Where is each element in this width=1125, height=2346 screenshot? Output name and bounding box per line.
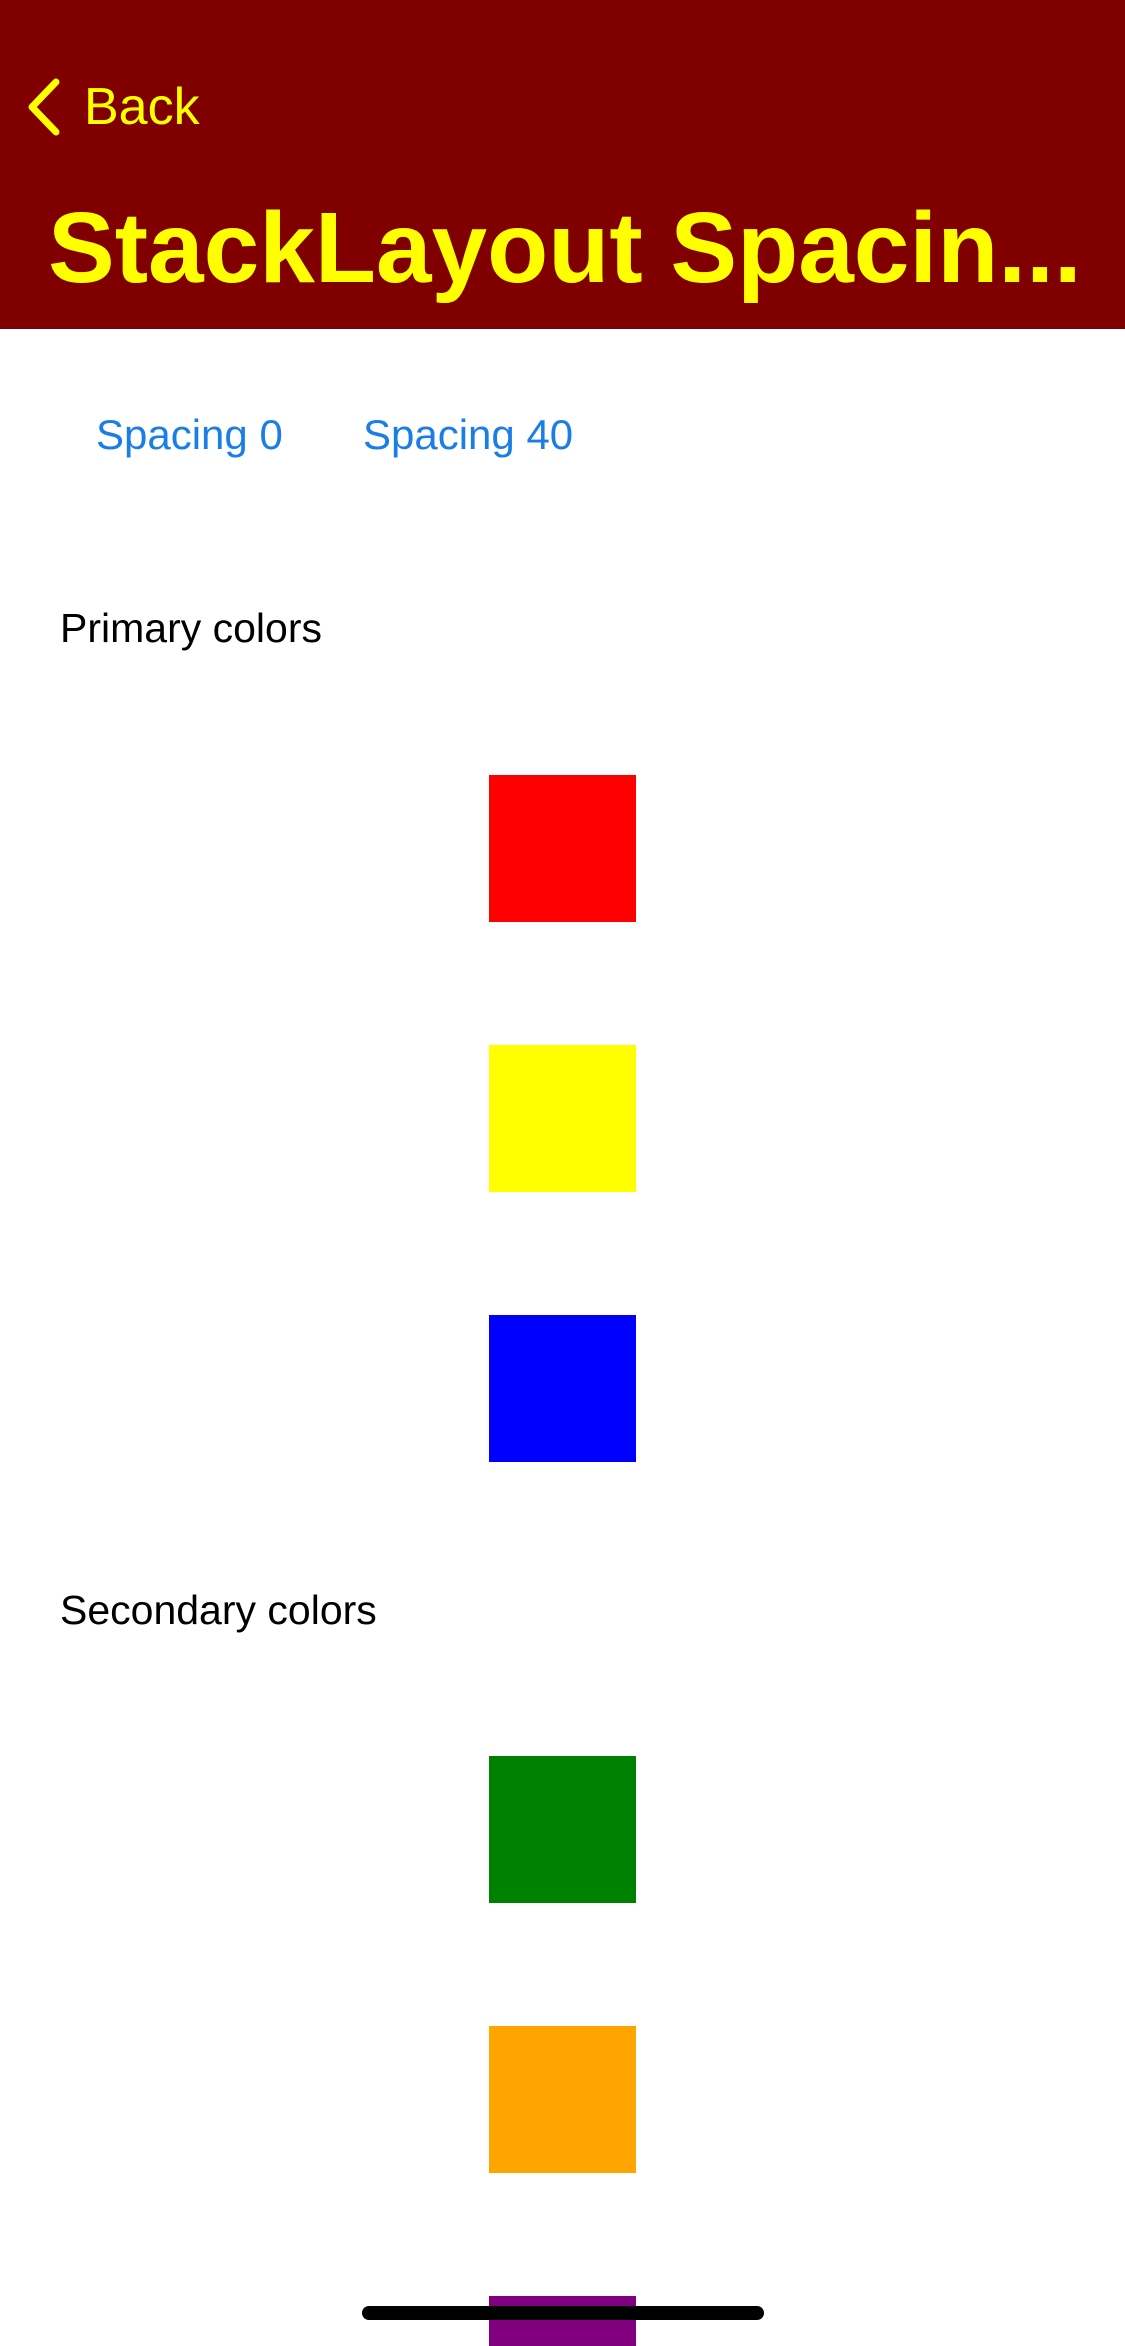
chevron-left-icon <box>28 78 60 136</box>
back-button[interactable]: Back <box>24 72 200 142</box>
spacing-40-button[interactable]: Spacing 40 <box>363 411 574 458</box>
home-indicator[interactable] <box>362 2306 764 2320</box>
navigation-bar: Back StackLayout Spacin... <box>0 0 1125 329</box>
secondary-colors-label: Secondary colors <box>60 1587 377 1633</box>
back-button-label: Back <box>84 78 200 136</box>
blue-color-box <box>489 1315 636 1462</box>
purple-color-box <box>489 2296 636 2346</box>
spacing-toolbar: Spacing 0 Spacing 40 <box>0 400 1125 470</box>
spacing-0-button[interactable]: Spacing 0 <box>96 411 283 458</box>
primary-colors-label: Primary colors <box>60 605 322 651</box>
yellow-color-box <box>489 1045 636 1192</box>
red-color-box <box>489 775 636 922</box>
green-color-box <box>489 1756 636 1903</box>
page-title: StackLayout Spacin... <box>48 192 1082 304</box>
orange-color-box <box>489 2026 636 2173</box>
